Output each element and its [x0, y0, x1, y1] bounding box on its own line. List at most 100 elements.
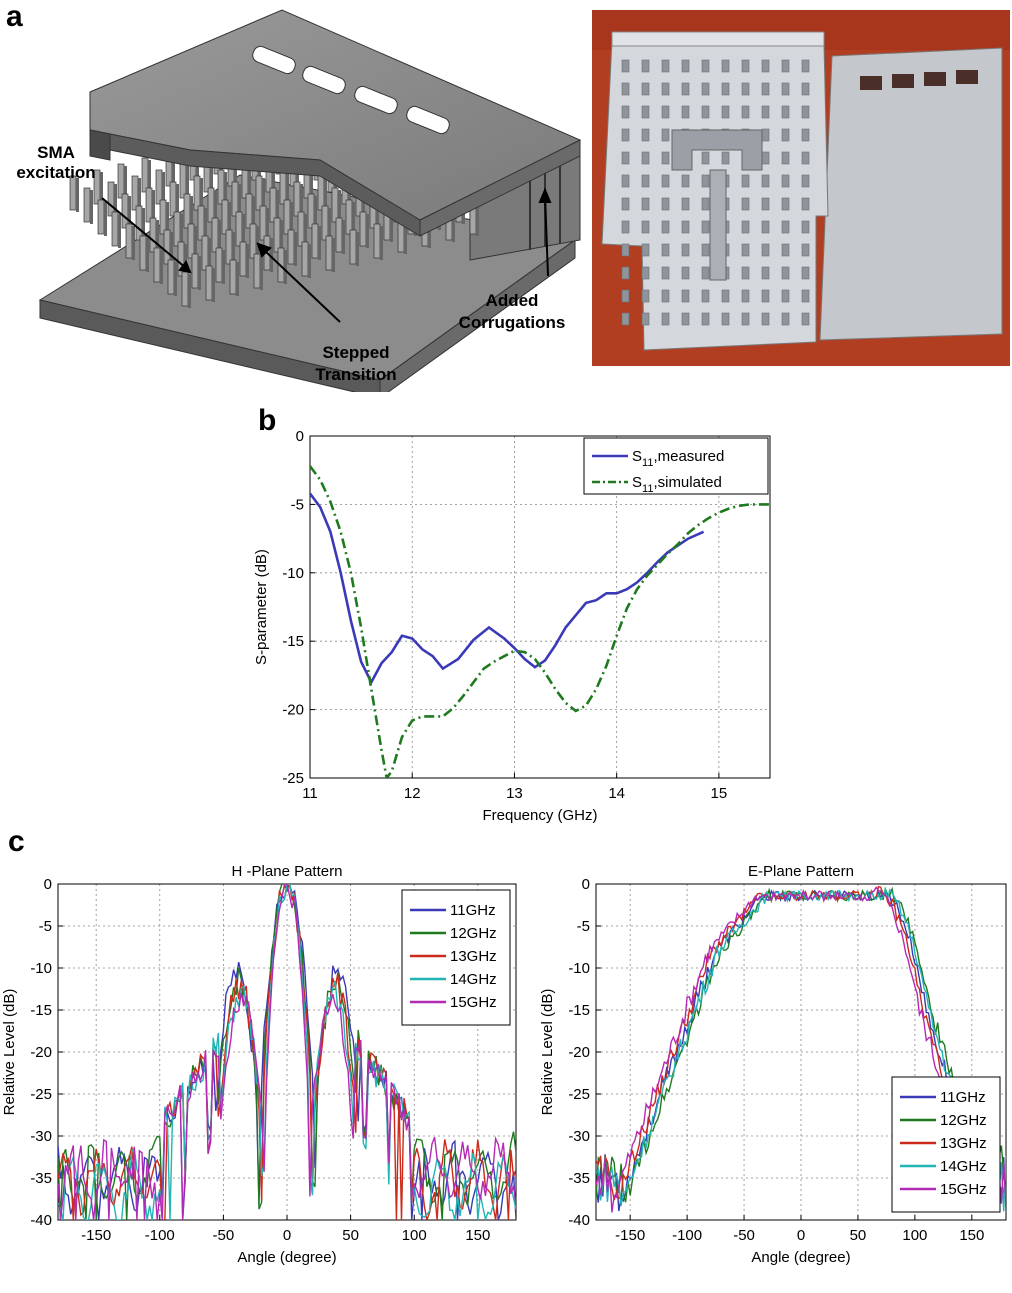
photo-pin: [701, 174, 710, 188]
photo-pin: [761, 151, 770, 165]
legend-box: [583, 437, 769, 495]
pin: [283, 199, 291, 235]
legend-label: 14GHz: [940, 1158, 987, 1175]
pin-side: [198, 256, 201, 290]
x-tick-label: 0: [283, 1227, 291, 1244]
photo-pin: [701, 266, 710, 280]
pin-side: [100, 172, 103, 206]
pin: [163, 229, 171, 265]
pin: [259, 205, 267, 241]
pin: [83, 187, 91, 223]
photo-pin: [641, 128, 650, 142]
pin-side: [152, 190, 155, 224]
pin-side: [314, 196, 317, 230]
pin-side: [246, 244, 249, 278]
y-tick-label: -40: [30, 1212, 52, 1229]
x-tick-label: 14: [608, 785, 625, 802]
y-tick-label: -25: [568, 1086, 590, 1103]
pin: [201, 235, 209, 271]
pin-side: [128, 196, 131, 230]
y-tick-label: -20: [30, 1044, 52, 1061]
x-tick-label: -150: [615, 1227, 645, 1244]
pin: [215, 247, 223, 283]
legend-label-sub: 11: [642, 483, 653, 495]
photo-pin: [741, 289, 750, 303]
pin: [187, 223, 195, 259]
photo-pin: [641, 266, 650, 280]
photo-pin: [801, 289, 810, 303]
e-plane-svg: -150 -100 -50 0 50 100 150 0 -5 -10 -15 -20 -25 -30 -3…: [539, 863, 1007, 1266]
photo-pin: [761, 243, 770, 257]
pin-side: [380, 226, 383, 260]
photo-pin: [641, 174, 650, 188]
x-tick-label: 50: [342, 1227, 359, 1244]
pin: [193, 175, 201, 211]
pin-side: [248, 166, 251, 200]
top-plate: [89, 9, 582, 237]
photo-pin: [661, 82, 670, 96]
legend-label: 13GHz: [940, 1135, 987, 1152]
photo-pin: [781, 197, 790, 211]
pin-side: [376, 196, 379, 230]
photo-pin: [801, 128, 810, 142]
pin: [301, 241, 309, 277]
photo-pin: [781, 266, 790, 280]
x-tick-label: 0: [797, 1227, 805, 1244]
pin: [345, 199, 353, 235]
pin: [317, 175, 325, 211]
y-tick-label: 0: [44, 876, 52, 893]
photo-pin: [641, 82, 650, 96]
h-plane-svg: -150 -100 -50 0 50 100 150 0 -5 -10 -15 -20 -25 -30 -3…: [1, 863, 517, 1266]
pin: [197, 205, 205, 241]
pin: [131, 175, 139, 211]
pin-side: [232, 232, 235, 266]
photo-pin: [801, 243, 810, 257]
callout-arrows: [101, 187, 552, 323]
photo-pin: [761, 220, 770, 234]
pin-side: [242, 214, 245, 248]
photo-pin: [621, 266, 630, 280]
y-tick-label: -15: [568, 1002, 590, 1019]
photo-pin: [681, 220, 690, 234]
x-tick-label: -50: [213, 1227, 235, 1244]
y-tick-label: -25: [282, 770, 304, 787]
photo-pin: [781, 174, 790, 188]
photo-pin: [801, 82, 810, 96]
pin: [359, 211, 367, 247]
pin-side: [132, 226, 135, 260]
pin-side: [200, 178, 203, 212]
pin-side: [190, 196, 193, 230]
photo-pin: [661, 220, 670, 234]
pin: [325, 235, 333, 271]
photo-pin: [781, 243, 790, 257]
series-line-13GHz: [58, 884, 516, 1220]
photo-pin: [801, 174, 810, 188]
pin: [311, 223, 319, 259]
y-tick-label: -35: [30, 1170, 52, 1187]
legend-label-rest: ,simulated: [653, 474, 721, 491]
pin: [245, 193, 253, 229]
pin-side: [310, 166, 313, 200]
pin-side: [224, 172, 227, 206]
pin-side: [366, 214, 369, 248]
pin: [155, 169, 163, 205]
x-tick-label: 13: [506, 785, 523, 802]
pin: [321, 205, 329, 241]
photo-pin: [621, 174, 630, 188]
pin: [297, 211, 305, 247]
pin-side: [172, 154, 175, 188]
callout-sma-line1: SMA: [37, 143, 75, 162]
x-tick-label: 50: [850, 1227, 867, 1244]
series-line-15GHz: [596, 886, 1006, 1213]
photo-pin: [701, 220, 710, 234]
pin: [107, 181, 115, 217]
photo-pin: [801, 266, 810, 280]
photo-pin: [741, 82, 750, 96]
x-tick-label: -150: [81, 1227, 111, 1244]
pin-side: [76, 178, 79, 212]
pin-side: [208, 238, 211, 272]
pin-side: [260, 256, 263, 290]
legend-label: 13GHz: [450, 948, 497, 965]
pin: [173, 211, 181, 247]
photo-pin: [801, 59, 810, 73]
